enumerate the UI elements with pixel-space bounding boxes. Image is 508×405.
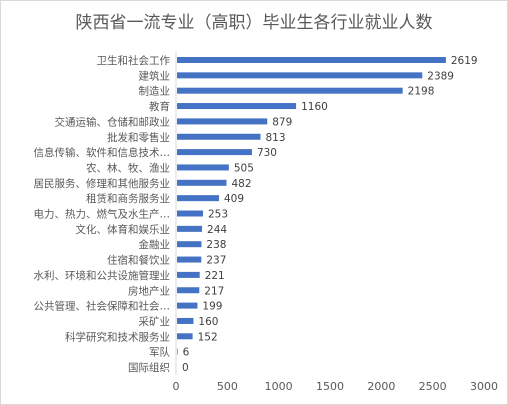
category-label: 批发和零售业 [107,131,170,144]
category-label: 建筑业 [139,69,171,82]
category-label: 科学研究和技术服务业 [65,330,170,343]
chart-title: 陕西省一流专业（高职）毕业生各行业就业人数 [75,13,433,33]
data-label: 2198 [408,86,435,98]
bar [177,348,178,355]
bar [177,302,198,309]
bar [177,87,403,94]
data-label: 237 [206,255,226,267]
x-tick-label: 2500 [419,380,447,393]
data-label: 199 [202,301,222,313]
data-label: 505 [234,162,254,174]
bar [177,256,202,263]
data-label: 6 [183,347,190,359]
bar [177,333,193,340]
category-label: 军队 [149,346,170,359]
bar [177,133,261,140]
x-tick-label: 3000 [470,380,498,393]
bar [177,103,297,110]
category-label: 国际组织 [128,361,170,374]
category-label: 居民服务、修理和其他服务业 [34,177,171,190]
category-label: 水利、环境和公共设施管理业 [34,269,171,282]
bar [177,149,252,156]
data-label: 253 [208,209,228,221]
category-label: 信息传输、软件和信息技术… [34,146,171,159]
bar [177,271,200,278]
category-label: 住宿和餐饮业 [107,254,170,267]
data-label: 160 [198,316,218,328]
bar [177,195,219,202]
bar [177,317,194,324]
category-label: 教育 [149,100,170,113]
bar [177,210,203,217]
category-label: 交通运输、仓储和邮政业 [55,115,171,128]
bar [177,57,446,63]
bar [177,225,203,232]
category-label: 公共管理、社会保障和社会… [34,300,171,313]
data-label: 879 [272,116,292,128]
x-tick-label: 2000 [367,380,395,393]
data-label: 813 [265,132,285,144]
x-tick-label: 500 [217,380,238,393]
data-label: 0 [182,362,189,374]
data-label: 244 [207,224,227,236]
data-label: 152 [198,331,218,343]
data-label: 1160 [301,101,328,113]
data-label: 482 [231,178,251,190]
data-label: 730 [257,147,277,159]
data-label: 217 [204,285,224,297]
category-label: 采矿业 [139,315,171,328]
bar [177,241,202,248]
x-tick-label: 0 [173,380,180,393]
x-tick-label: 1500 [316,380,344,393]
category-label: 文化、体育和娱乐业 [76,223,171,236]
category-label: 制造业 [139,85,171,98]
bar [177,118,268,125]
bar [177,72,423,79]
data-label: 238 [206,239,226,251]
category-label: 租赁和商务服务业 [86,192,170,205]
category-label: 电力、热力、燃气及水生产… [34,208,171,221]
data-label: 409 [224,193,244,205]
bar [177,287,200,294]
x-tick-label: 1000 [265,380,293,393]
data-label: 2389 [427,70,454,82]
category-label: 金融业 [139,238,171,251]
bar [177,179,227,186]
category-label: 卫生和社会工作 [97,54,171,67]
bar [177,164,229,171]
category-label: 房地产业 [128,284,170,297]
data-label: 2619 [451,55,478,67]
data-label: 221 [205,270,225,282]
category-label: 农、林、牧、渔业 [86,161,170,174]
